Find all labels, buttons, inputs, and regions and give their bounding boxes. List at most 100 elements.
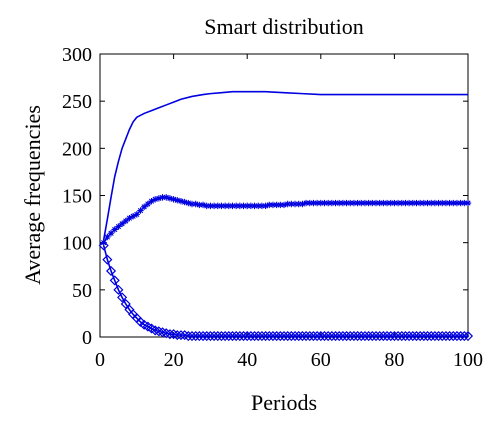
data-point-diamond	[278, 331, 290, 342]
data-point-diamond	[378, 331, 389, 342]
data-point-diamond	[172, 330, 183, 341]
data-point-star	[328, 199, 336, 207]
data-point-star	[446, 199, 453, 207]
data-point-diamond	[301, 331, 312, 342]
data-point-star	[431, 199, 439, 207]
data-point-diamond	[374, 331, 385, 342]
data-point-star	[269, 201, 277, 209]
data-point-diamond	[264, 331, 275, 342]
data-point-diamond	[282, 331, 293, 342]
data-point-star	[398, 199, 405, 207]
data-point-diamond	[304, 331, 315, 342]
data-point-star	[122, 217, 129, 225]
data-point-diamond	[197, 331, 209, 342]
x-tick-label: 40	[237, 349, 257, 371]
data-point-star	[350, 199, 358, 207]
data-point-diamond	[186, 331, 198, 342]
series-2	[100, 194, 472, 246]
y-tick-label: 100	[62, 233, 92, 255]
data-point-diamond	[153, 326, 164, 337]
data-point-diamond	[267, 331, 279, 342]
data-point-diamond	[359, 331, 371, 342]
data-point-diamond	[337, 331, 348, 342]
y-tick-label: 200	[62, 138, 92, 160]
data-point-star	[383, 199, 391, 207]
data-point-star	[240, 202, 247, 210]
data-point-star	[354, 199, 361, 207]
data-point-star	[416, 199, 424, 207]
data-point-star	[394, 199, 402, 207]
data-point-star	[137, 207, 144, 214]
data-point-diamond	[381, 331, 393, 342]
data-point-star	[439, 199, 446, 207]
data-point-star	[365, 199, 372, 207]
series-layer	[98, 90, 474, 342]
data-point-diamond	[109, 275, 120, 286]
data-point-diamond	[289, 331, 301, 342]
data-point-diamond	[429, 331, 440, 342]
data-point-diamond	[334, 331, 345, 342]
data-point-star	[163, 194, 170, 201]
data-point-star	[343, 199, 350, 207]
plot-area-frame	[99, 53, 469, 338]
data-point-star	[155, 195, 163, 202]
data-point-star	[280, 201, 288, 209]
data-point-star	[166, 195, 174, 202]
data-point-star	[232, 202, 240, 210]
data-point-star	[118, 220, 126, 227]
data-point-star	[313, 199, 321, 207]
data-point-star	[225, 202, 232, 210]
data-point-diamond	[205, 331, 216, 342]
y-tick-label: 250	[62, 91, 92, 113]
data-point-star	[413, 199, 420, 207]
data-point-star	[288, 200, 295, 208]
data-point-diamond	[411, 331, 422, 342]
data-point-diamond	[326, 331, 337, 342]
data-point-star	[339, 199, 347, 207]
data-point-diamond	[286, 331, 297, 342]
data-point-diamond	[459, 331, 470, 342]
data-point-diamond	[183, 331, 194, 342]
data-point-diamond	[164, 329, 175, 340]
data-point-diamond	[433, 331, 444, 342]
x-tick-label: 80	[384, 349, 404, 371]
data-point-diamond	[319, 331, 330, 342]
data-point-diamond	[234, 331, 245, 342]
data-point-diamond	[437, 331, 448, 342]
data-point-star	[450, 199, 457, 207]
data-point-diamond	[393, 331, 404, 342]
data-point-diamond	[297, 331, 308, 342]
data-point-star	[435, 199, 442, 207]
data-point-star	[424, 199, 431, 207]
data-point-diamond	[98, 240, 109, 251]
y-tick-label: 0	[82, 327, 92, 349]
data-point-diamond	[348, 331, 359, 342]
x-tick-label: 100	[453, 349, 483, 371]
data-point-diamond	[385, 331, 396, 342]
data-point-star	[262, 202, 269, 210]
data-point-diamond	[275, 331, 286, 342]
data-point-diamond	[308, 331, 319, 342]
data-point-diamond	[367, 331, 378, 342]
series-1-line	[102, 90, 468, 240]
data-point-diamond	[157, 327, 168, 338]
series-3-line	[102, 245, 468, 337]
data-point-diamond	[260, 331, 271, 342]
data-point-diamond	[194, 331, 205, 342]
data-point-diamond	[415, 331, 426, 342]
data-point-star	[442, 199, 450, 207]
data-point-star	[409, 199, 416, 207]
x-tick-label: 0	[95, 349, 105, 371]
data-point-diamond	[341, 331, 352, 342]
data-point-diamond	[404, 331, 415, 342]
data-point-diamond	[245, 331, 256, 342]
data-point-star	[192, 200, 199, 208]
data-point-star	[170, 196, 177, 203]
data-point-diamond	[315, 331, 326, 342]
data-point-diamond	[330, 331, 341, 342]
data-point-star	[100, 239, 107, 246]
data-point-diamond	[407, 331, 418, 342]
data-point-star	[229, 202, 236, 210]
data-point-star	[332, 199, 339, 207]
data-point-star	[277, 201, 284, 209]
